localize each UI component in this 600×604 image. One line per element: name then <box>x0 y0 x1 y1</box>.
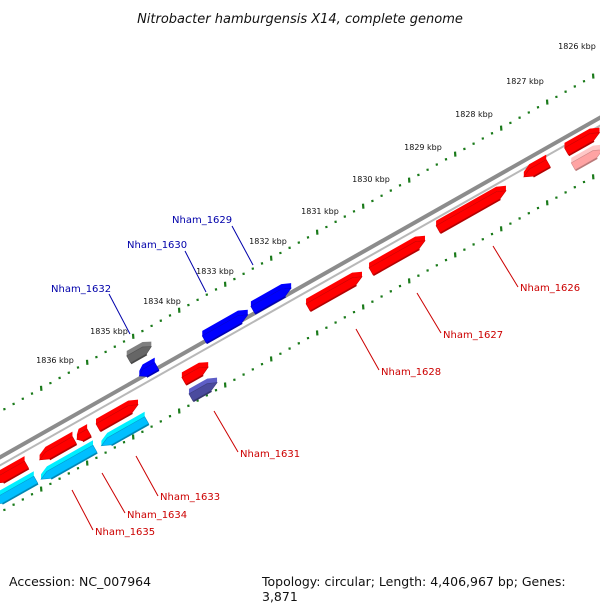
kbp-tick-label: 1827 kbp <box>506 77 544 86</box>
gene-label-nham-1628[interactable]: Nham_1628 <box>381 367 441 378</box>
gene-label-nham-1627[interactable]: Nham_1627 <box>443 330 503 341</box>
gene-leader-line <box>102 473 125 513</box>
accession-label: Accession: NC_007964 <box>9 574 151 589</box>
gene-label-nham-1626[interactable]: Nham_1626 <box>520 283 580 294</box>
gene-block-nham-1632[interactable] <box>139 358 159 378</box>
gene-block-small-red[interactable] <box>77 424 92 442</box>
gene-label-nham-1632[interactable]: Nham_1632 <box>51 284 111 295</box>
gene-label-nham-1629[interactable]: Nham_1629 <box>172 215 232 226</box>
kbp-tick-label: 1831 kbp <box>301 207 339 216</box>
kbp-tick-label: 1834 kbp <box>143 297 181 306</box>
gene-block-nham-1626[interactable] <box>436 186 506 234</box>
backbone-line-inner <box>0 120 600 471</box>
kbp-tick-label: 1826 kbp <box>558 42 596 51</box>
gene-label-nham-1630[interactable]: Nham_1630 <box>127 240 187 251</box>
map-title: Nitrobacter hamburgensis X14, complete g… <box>137 12 463 27</box>
gene-leader-line <box>493 246 518 287</box>
gene-label-nham-1631[interactable]: Nham_1631 <box>240 449 300 460</box>
kbp-tick-label: 1836 kbp <box>36 356 74 365</box>
kbp-tick-label: 1830 kbp <box>352 175 390 184</box>
gene-leader-line <box>356 329 379 370</box>
gene-leader-line <box>417 293 441 333</box>
gene-label-nham-1634[interactable]: Nham_1634 <box>127 510 187 521</box>
gene-leader-line <box>214 411 238 452</box>
gene-leader-line <box>72 490 93 530</box>
gene-label-layer: 1826 kbp 1827 kbp 1828 kbp 1829 kbp 1830 kbp… <box>36 42 596 538</box>
gene-label-nham-1633[interactable]: Nham_1633 <box>160 492 220 503</box>
kbp-tick-label: 1832 kbp <box>249 237 287 246</box>
kbp-tick-label: 1835 kbp <box>90 327 128 336</box>
gene-block-gray[interactable] <box>127 342 152 365</box>
kbp-tick-label: 1829 kbp <box>404 143 442 152</box>
kbp-tick-label: 1833 kbp <box>196 267 234 276</box>
gene-leader-line <box>136 456 158 496</box>
gene-block-nham-1629[interactable] <box>251 283 291 314</box>
kbp-tick-label: 1828 kbp <box>455 110 493 119</box>
gene-label-nham-1635[interactable]: Nham_1635 <box>95 527 155 538</box>
